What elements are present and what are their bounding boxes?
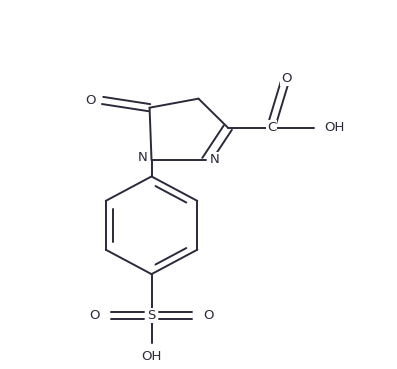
- Text: O: O: [281, 72, 292, 85]
- Text: N: N: [138, 151, 148, 164]
- Text: S: S: [147, 309, 156, 322]
- Text: OH: OH: [324, 121, 344, 134]
- Text: O: O: [89, 309, 100, 322]
- Text: O: O: [204, 309, 214, 322]
- Text: O: O: [85, 94, 96, 107]
- Text: OH: OH: [141, 350, 162, 363]
- Text: N: N: [210, 153, 220, 166]
- Text: C: C: [267, 121, 276, 134]
